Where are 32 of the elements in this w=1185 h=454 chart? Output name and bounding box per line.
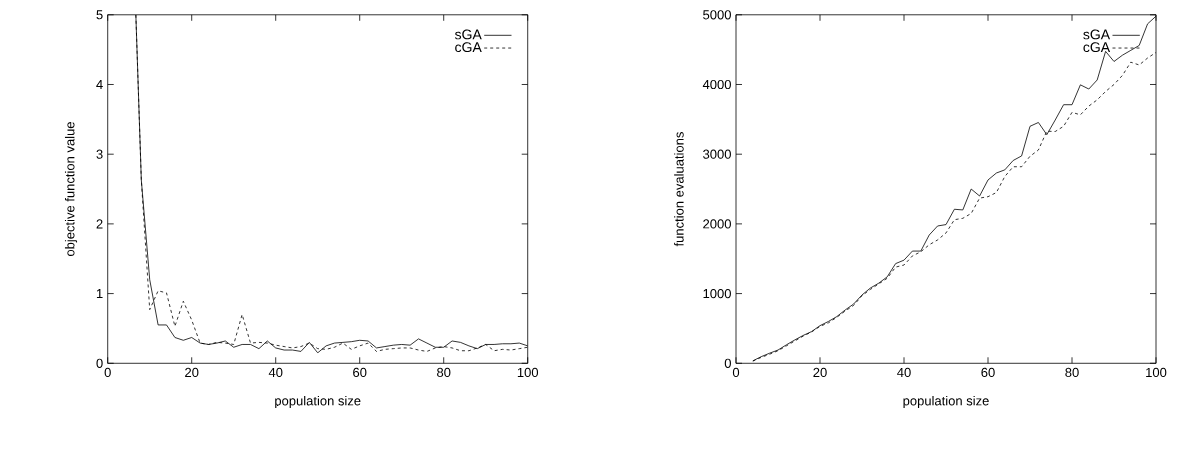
x-tick-label: 100 [517,367,539,378]
x-tick-label: 80 [1065,367,1079,378]
x-tick-label: 20 [813,367,827,378]
y-tick-label: 3000 [703,149,731,159]
legend-label: sGA [1083,29,1111,40]
legend-label: sGA [454,29,482,40]
legend-label: cGA [455,42,482,53]
x-tick-label: 80 [437,367,451,378]
x-tick-label: 20 [185,367,199,378]
x-tick-label: 40 [897,367,911,378]
x-tick-label: 60 [981,367,995,378]
x-tick-label: 0 [104,367,111,378]
y-tick-label: 0 [96,358,103,368]
y-tick-label: 2000 [703,219,731,229]
x-tick-label: 100 [1146,367,1167,378]
y-tick-label: 5000 [703,10,731,20]
x-axis-title: population size [275,395,361,409]
x-tick-label: 60 [353,367,367,378]
y-tick-label: 2 [96,219,103,229]
y-tick-label: 1000 [703,288,731,299]
y-axis-title: function evaluations [674,132,684,247]
x-tick-label: 40 [268,367,283,378]
y-tick-label: 1 [96,289,103,299]
y-tick-label: 4000 [702,79,731,90]
y-tick-label: 4 [96,80,103,89]
y-tick-label: 0 [724,358,731,368]
x-tick-label: 0 [732,367,740,378]
y-axis-title: objective function value [64,122,78,257]
x-axis-title: population size [903,395,989,409]
y-tick-label: 5 [96,10,103,20]
legend-label: cGA [1083,42,1111,53]
y-tick-label: 3 [96,149,103,159]
